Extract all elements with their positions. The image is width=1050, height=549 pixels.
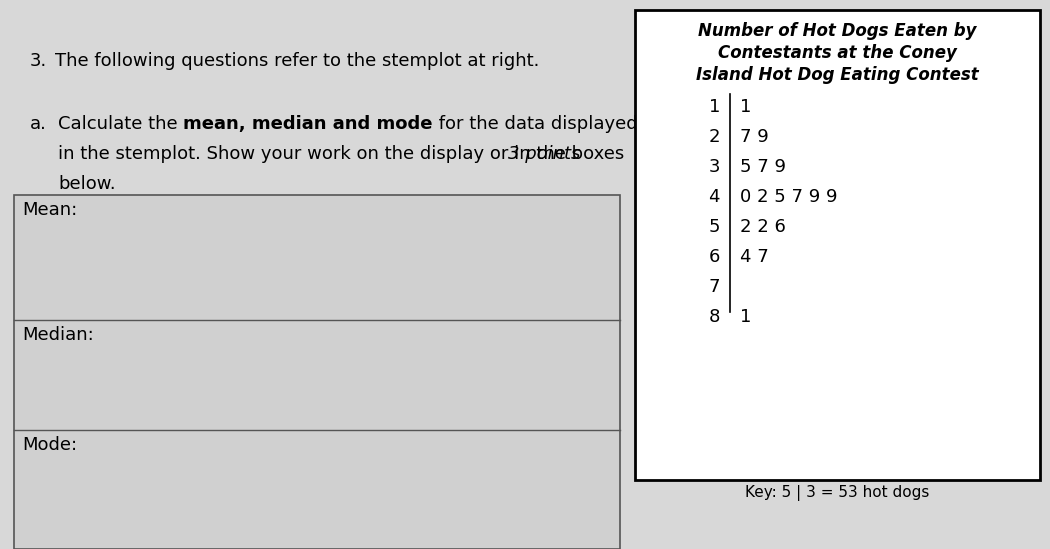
Text: 0 2 5 7 9 9: 0 2 5 7 9 9 [740, 188, 838, 206]
Text: below.: below. [58, 175, 116, 193]
Text: for the data displayed: for the data displayed [433, 115, 637, 133]
Text: 1: 1 [740, 308, 752, 326]
Text: 8: 8 [709, 308, 720, 326]
Text: Island Hot Dog Eating Contest: Island Hot Dog Eating Contest [696, 66, 979, 84]
Text: 4 7: 4 7 [740, 248, 769, 266]
Text: in the stemplot. Show your work on the display or in the boxes: in the stemplot. Show your work on the d… [58, 145, 625, 163]
Text: 1: 1 [740, 98, 752, 116]
Text: Mean:: Mean: [22, 201, 78, 219]
Text: 1: 1 [709, 98, 720, 116]
Text: 4: 4 [709, 188, 720, 206]
Text: 2: 2 [709, 128, 720, 146]
Text: 7: 7 [709, 278, 720, 296]
Text: 2 2 6: 2 2 6 [740, 218, 785, 236]
Text: 5 7 9: 5 7 9 [740, 158, 786, 176]
Text: Number of Hot Dogs Eaten by: Number of Hot Dogs Eaten by [698, 22, 976, 40]
Text: Key: 5 | 3 = 53 hot dogs: Key: 5 | 3 = 53 hot dogs [746, 485, 929, 501]
Text: 3 points: 3 points [507, 145, 580, 163]
Text: 6: 6 [709, 248, 720, 266]
Text: mean, median and mode: mean, median and mode [184, 115, 433, 133]
Text: Mode:: Mode: [22, 436, 77, 454]
Polygon shape [635, 10, 1040, 480]
Text: 5: 5 [709, 218, 720, 236]
Text: a.: a. [30, 115, 47, 133]
Text: 3.: 3. [30, 52, 47, 70]
Text: Contestants at the Coney: Contestants at the Coney [718, 44, 957, 62]
Text: 3: 3 [709, 158, 720, 176]
Text: 7 9: 7 9 [740, 128, 769, 146]
Text: Median:: Median: [22, 326, 93, 344]
Text: The following questions refer to the stemplot at right.: The following questions refer to the ste… [55, 52, 540, 70]
Polygon shape [14, 195, 619, 549]
Text: Calculate the: Calculate the [58, 115, 184, 133]
